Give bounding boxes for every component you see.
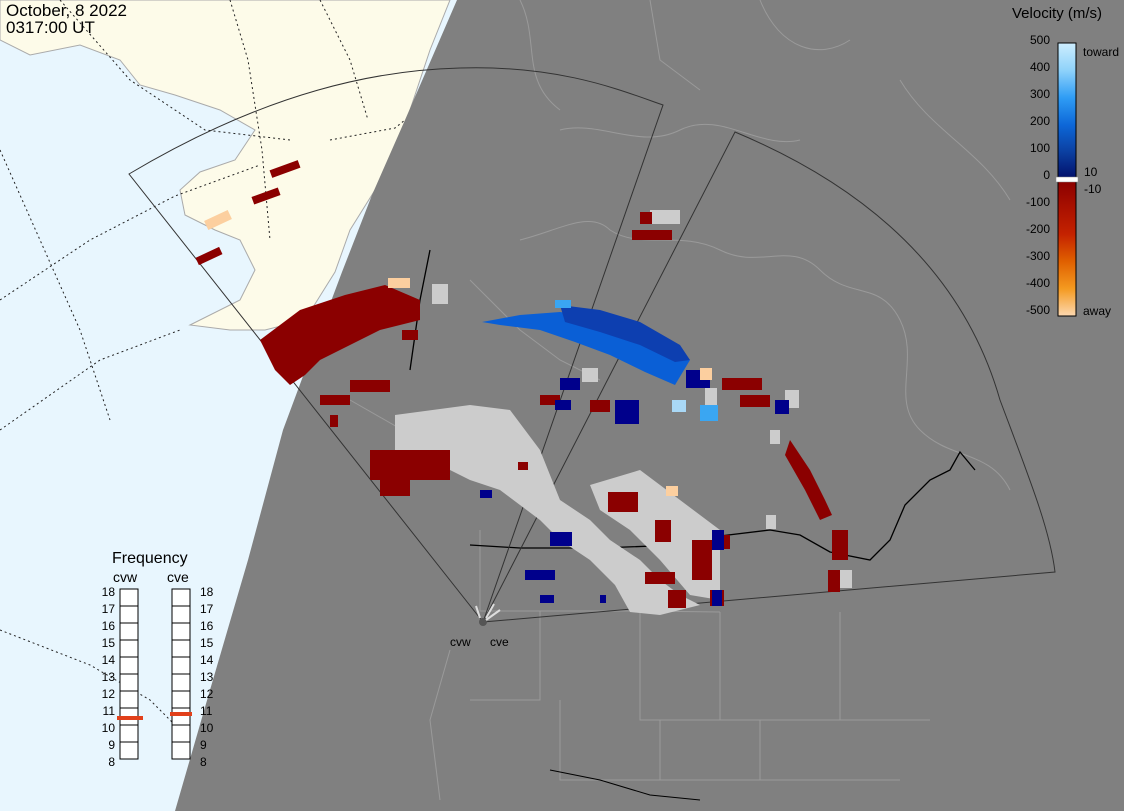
fov-cve — [482, 131, 1056, 623]
freq-scale-label-right: 16 — [200, 619, 214, 633]
freq-scale-label-right: 14 — [200, 653, 214, 667]
time-label: 0317:00 UT — [6, 18, 95, 37]
radar-label-cve: cve — [490, 635, 509, 649]
colorbar-tick-label: -200 — [1025, 222, 1050, 236]
freq-scale-label-left: 12 — [101, 687, 115, 701]
freq-scale-label-left: 9 — [108, 738, 115, 752]
freq-scale-label-left: 16 — [101, 619, 115, 633]
red-returns — [195, 160, 848, 608]
border-line — [469, 450, 976, 561]
away-label: away — [1083, 304, 1112, 318]
fov-cvw — [128, 67, 664, 623]
colorbar-tick-label: -100 — [1025, 195, 1050, 209]
freq-scale-label-left: 11 — [102, 704, 115, 718]
peach-returns — [204, 209, 712, 496]
colorbar-title: Velocity (m/s) — [1012, 5, 1103, 22]
frequency-title: Frequency — [112, 550, 188, 567]
date-label: October, 8 2022 — [6, 1, 127, 20]
freq-scale-label-left: 14 — [101, 653, 115, 667]
freq-scale-label-right: 11 — [200, 704, 213, 718]
colorbar-inner-label-neg: -10 — [1084, 182, 1102, 196]
freq-scale-label-left: 13 — [101, 670, 115, 684]
freq-header-cvw: cvw — [113, 569, 138, 585]
colorbar-inner-label-pos: 10 — [1084, 165, 1098, 179]
freq-scale-label-right: 13 — [200, 670, 214, 684]
colorbar-tick-label: 300 — [1029, 87, 1050, 101]
freq-scale-label-right: 15 — [200, 636, 214, 650]
colorbar-tick-label: 400 — [1029, 60, 1050, 74]
freq-scale-label-right: 18 — [200, 585, 214, 599]
freq-scale-label-left: 17 — [101, 602, 115, 616]
colorbar-tick-label: -300 — [1025, 249, 1050, 263]
toward-label: toward — [1083, 45, 1120, 59]
colorbar-tick-label: 500 — [1029, 33, 1050, 47]
colorbar-tick-label: -500 — [1025, 303, 1050, 317]
freq-scale-label-right: 9 — [200, 738, 207, 752]
radar-site-marker — [479, 618, 487, 626]
colorbar-tick-label: 0 — [1043, 168, 1050, 182]
cvw-frequency-indicator — [117, 716, 143, 720]
freq-scale-label-left: 8 — [108, 755, 115, 769]
freq-scale-label-left: 10 — [101, 721, 115, 735]
colorbar-tick-label: 200 — [1029, 114, 1050, 128]
cve-frequency-indicator — [170, 712, 192, 716]
freq-scale-label-left: 18 — [101, 585, 115, 599]
freq-scale-label-right: 10 — [200, 721, 214, 735]
freq-scale-label-right: 8 — [200, 755, 207, 769]
night-region — [175, 0, 1124, 811]
freq-scale-label-right: 17 — [200, 602, 214, 616]
dark-blue-returns — [480, 370, 789, 606]
freq-header-cve: cve — [167, 569, 189, 585]
freq-scale-label-right: 12 — [200, 687, 214, 701]
freq-scale-label-left: 15 — [101, 636, 115, 650]
colorbar-tick-label: 100 — [1029, 141, 1050, 155]
colorbar-tick-label: -400 — [1025, 276, 1050, 290]
radar-label-cvw: cvw — [450, 635, 471, 649]
